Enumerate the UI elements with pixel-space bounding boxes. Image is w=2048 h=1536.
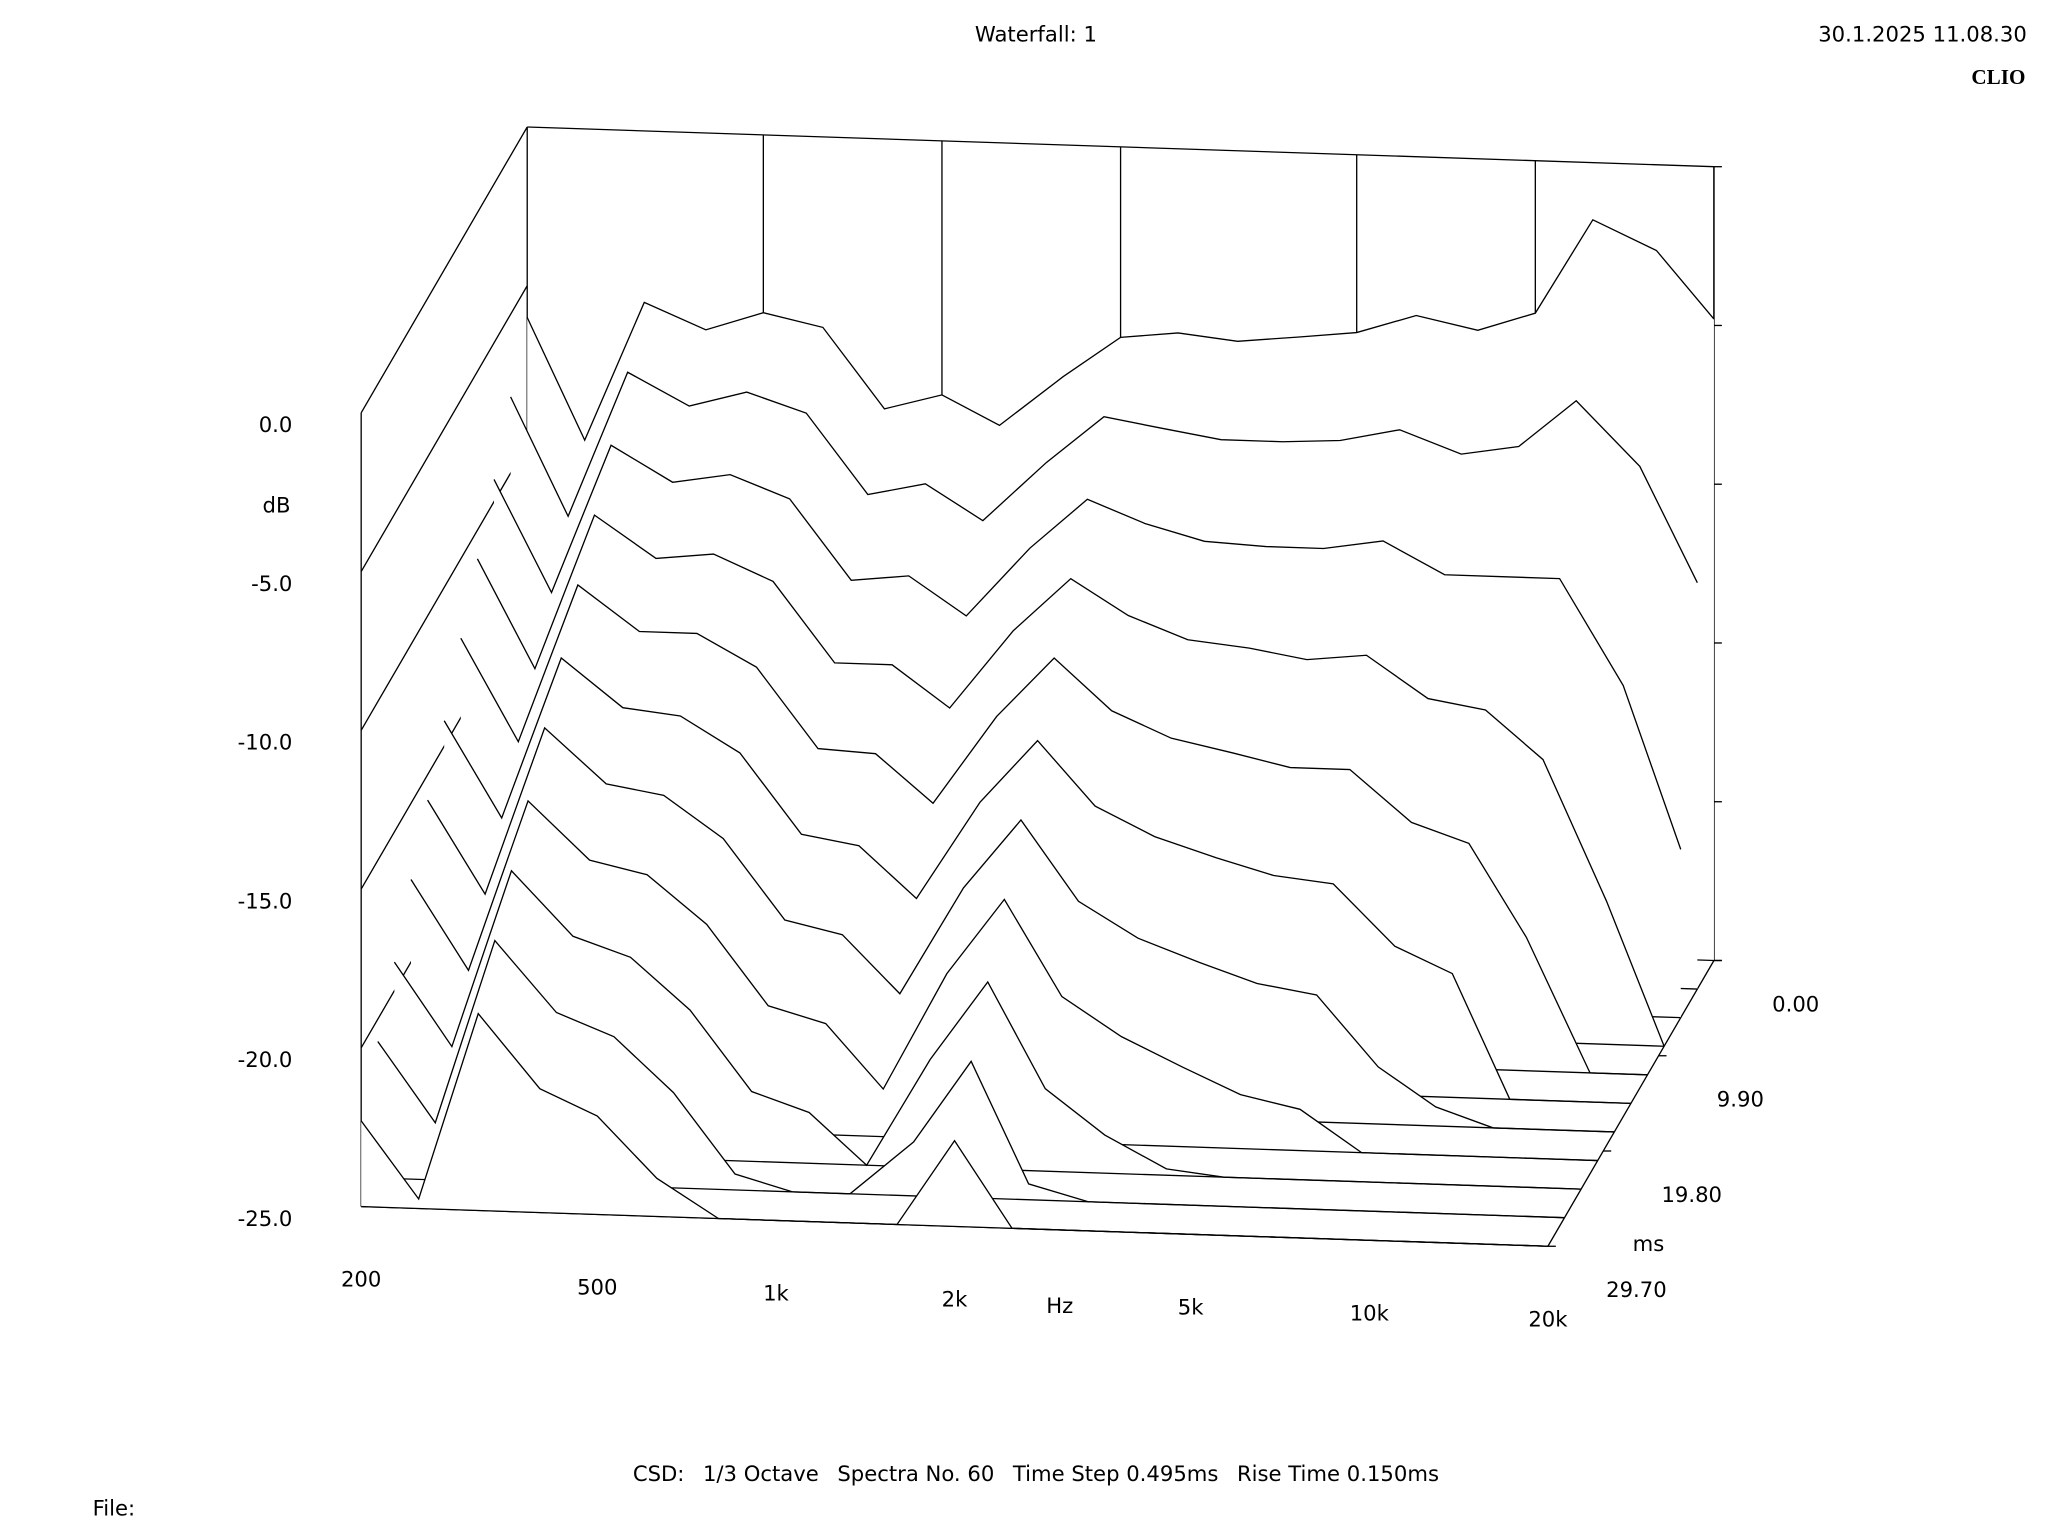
timestamp: 30.1.2025 11.08.30 (1818, 22, 2027, 47)
z-tick-label: 29.70 (1606, 1277, 1667, 1302)
x-tick-label: 20k (1528, 1306, 1568, 1331)
x-tick-label: 200 (341, 1267, 381, 1292)
y-tick-label: -25.0 (238, 1206, 293, 1231)
footer-field: 1/3 Octave (703, 1461, 819, 1486)
chart-title: Waterfall: 1 (975, 22, 1097, 47)
z-tick-label: 19.80 (1661, 1182, 1722, 1207)
y-axis-label: dB (263, 493, 291, 518)
spectrum-line (460, 583, 1648, 1076)
slice-mask (361, 1013, 1548, 1247)
footer: CSD: 1/3 Octave Spectra No. 60 Time Step 0.… (633, 1461, 1439, 1486)
y-tick-label: -20.0 (238, 1047, 293, 1072)
file-label: File: (93, 1496, 136, 1521)
spectrum-line (443, 656, 1631, 1105)
x-tick-label: 500 (577, 1275, 617, 1300)
y-tick-label: -5.0 (251, 571, 292, 596)
spectrum-line (493, 444, 1682, 850)
back-wall-top (527, 126, 1714, 168)
slice-mask (377, 940, 1565, 1218)
y-tick-label: 0.0 (259, 412, 293, 437)
slice-floor-line (361, 1205, 1548, 1247)
slice-mask (394, 870, 1582, 1190)
z-tick-label: 0.00 (1772, 991, 1819, 1016)
z-tick-label: 9.90 (1717, 1087, 1764, 1112)
footer-field: CSD: (633, 1461, 685, 1486)
side-grid-line (360, 126, 528, 414)
side-grid-line (360, 285, 528, 572)
footer-field: Time Step 0.495ms (1012, 1461, 1219, 1486)
footer-field: Rise Time 0.150ms (1237, 1461, 1439, 1486)
x-tick-label: 10k (1350, 1300, 1390, 1325)
z-axis-label: ms (1633, 1231, 1665, 1256)
x-axis-label: Hz (1046, 1293, 1073, 1318)
brand: CLIO (1971, 65, 2025, 89)
x-tick-label: 5k (1178, 1294, 1204, 1319)
spectrum-line (476, 514, 1665, 1047)
y-tick-label: -10.0 (238, 730, 293, 755)
y-tick-label: -15.0 (238, 888, 293, 913)
spectrum-line (427, 726, 1615, 1133)
spectrum-line (510, 371, 1698, 583)
footer-field: Spectra No. 60 (837, 1461, 994, 1486)
spectrum-line (526, 218, 1715, 442)
x-tick-label: 2k (942, 1287, 968, 1312)
x-tick-label: 1k (763, 1281, 789, 1306)
